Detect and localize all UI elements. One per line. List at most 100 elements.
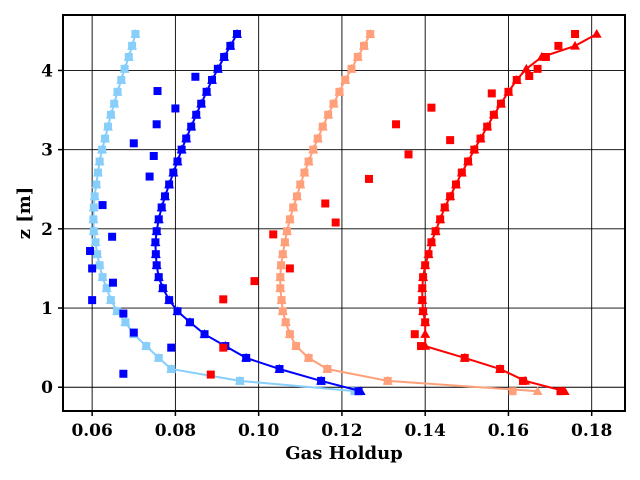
y-tick-label: 4 bbox=[41, 61, 53, 81]
data-point-square bbox=[154, 273, 163, 282]
data-point-square bbox=[98, 273, 107, 282]
series-light-blue-data bbox=[89, 30, 359, 396]
data-point-square bbox=[92, 180, 101, 189]
data-point-square bbox=[91, 238, 100, 247]
data-point-square bbox=[421, 318, 430, 327]
data-point-square bbox=[200, 330, 209, 339]
data-point-square bbox=[152, 261, 161, 270]
data-point-square bbox=[158, 284, 167, 293]
data-point-square bbox=[202, 87, 211, 96]
data-point-square bbox=[219, 295, 228, 304]
data-point-square bbox=[324, 110, 333, 119]
data-point-square bbox=[153, 87, 162, 96]
data-point-square bbox=[129, 328, 138, 337]
data-point-square bbox=[152, 120, 161, 129]
data-point-square bbox=[219, 343, 228, 352]
data-point-square bbox=[457, 168, 466, 177]
data-point-square bbox=[446, 192, 455, 201]
data-point-square bbox=[157, 203, 166, 212]
data-point-square bbox=[152, 227, 161, 236]
data-point-square bbox=[90, 192, 99, 201]
data-point-square bbox=[129, 139, 138, 148]
data-point-square bbox=[304, 157, 313, 166]
data-point-square bbox=[512, 75, 521, 84]
data-point-square bbox=[341, 75, 350, 84]
data-point-square bbox=[86, 247, 95, 256]
y-axis-ticks: 0 1 2 3 4 bbox=[41, 61, 63, 398]
data-point-square bbox=[280, 238, 289, 247]
data-point-square bbox=[171, 104, 180, 113]
y-tick-label: 1 bbox=[41, 299, 53, 319]
data-point-square bbox=[354, 387, 363, 396]
data-point-square bbox=[142, 342, 151, 351]
series-salmon-data bbox=[276, 30, 517, 396]
data-point-triangle bbox=[420, 329, 431, 338]
data-point-square bbox=[364, 174, 373, 183]
data-point-square bbox=[296, 180, 305, 189]
data-point-square bbox=[436, 215, 445, 224]
data-point-square bbox=[313, 134, 322, 143]
data-point-square bbox=[167, 343, 176, 352]
data-point-square bbox=[318, 122, 327, 131]
data-point-square bbox=[292, 192, 301, 201]
data-point-square bbox=[276, 284, 285, 293]
x-tick-label: 0.10 bbox=[238, 421, 280, 441]
data-point-square bbox=[496, 365, 505, 374]
data-point-square bbox=[366, 30, 375, 39]
data-point-square bbox=[213, 64, 222, 73]
data-point-square bbox=[427, 238, 436, 247]
data-point-square bbox=[392, 120, 401, 129]
data-point-square bbox=[300, 168, 309, 177]
data-point-square bbox=[281, 318, 290, 327]
data-point-square bbox=[93, 250, 102, 259]
x-tick-label: 0.18 bbox=[571, 421, 612, 441]
series-red-data bbox=[206, 30, 580, 396]
data-point-square bbox=[353, 52, 362, 61]
data-point-square bbox=[347, 64, 356, 73]
data-point-square bbox=[233, 30, 242, 39]
data-point-square bbox=[165, 180, 174, 189]
x-axis-ticks: 0.06 0.08 0.10 0.12 0.14 0.16 0.18 bbox=[71, 411, 612, 441]
series-layer bbox=[86, 29, 602, 396]
data-point-square bbox=[483, 122, 492, 131]
data-point-square bbox=[275, 365, 284, 374]
data-point-square bbox=[277, 296, 286, 305]
data-point-square bbox=[169, 168, 178, 177]
data-point-square bbox=[556, 387, 565, 396]
data-point-square bbox=[470, 145, 479, 154]
data-point-square bbox=[149, 151, 158, 160]
data-point-square bbox=[487, 89, 496, 98]
data-point-square bbox=[95, 261, 104, 270]
data-point-square bbox=[242, 353, 251, 362]
data-point-square bbox=[226, 41, 235, 50]
data-point-square bbox=[235, 376, 244, 385]
data-point-square bbox=[541, 52, 550, 61]
data-point-square bbox=[329, 99, 338, 108]
data-point-square bbox=[191, 72, 200, 81]
data-point-square bbox=[108, 278, 117, 287]
data-point-square bbox=[419, 273, 428, 282]
data-point-square bbox=[151, 250, 160, 259]
data-point-square bbox=[167, 365, 176, 374]
data-point-square bbox=[276, 273, 285, 282]
data-point-square bbox=[508, 387, 517, 396]
data-point-square bbox=[89, 203, 98, 212]
data-point-square bbox=[464, 157, 473, 166]
data-point-square bbox=[278, 250, 287, 259]
data-point-square bbox=[525, 71, 534, 80]
data-point-square bbox=[113, 307, 122, 316]
data-point-square bbox=[117, 75, 126, 84]
data-point-square bbox=[278, 307, 287, 316]
data-point-square bbox=[197, 99, 206, 108]
data-point-square bbox=[418, 284, 427, 293]
y-tick-label: 3 bbox=[41, 141, 53, 161]
series-blue-data bbox=[86, 30, 363, 396]
data-point-square bbox=[182, 134, 191, 143]
data-point-square bbox=[98, 145, 107, 154]
data-point-square bbox=[103, 122, 112, 131]
data-point-square bbox=[285, 264, 294, 273]
data-point-square bbox=[282, 227, 291, 236]
data-point-square bbox=[208, 75, 217, 84]
data-point-triangle bbox=[591, 29, 602, 38]
